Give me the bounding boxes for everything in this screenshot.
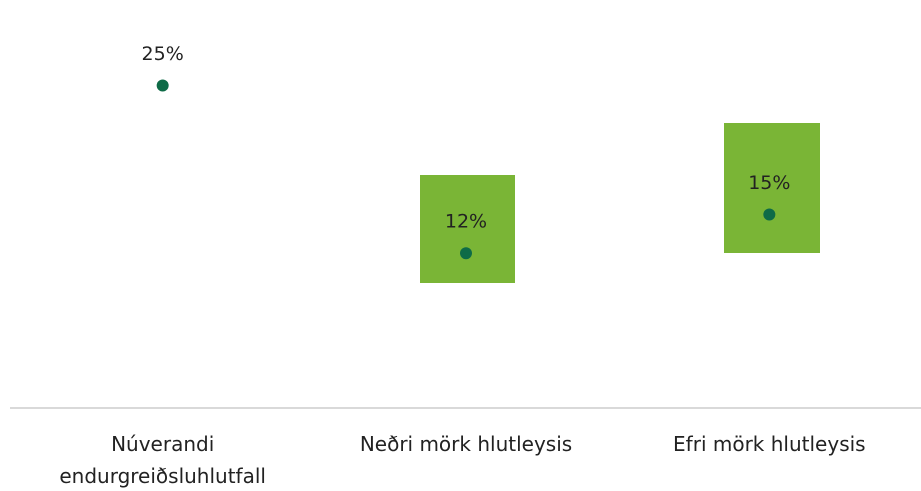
dot (763, 208, 776, 221)
value-label: 15% (748, 172, 790, 194)
highlight-box (420, 175, 515, 283)
highlight-box (724, 123, 820, 253)
x-tick-label: Núverandi endurgreiðsluhlutfall (59, 432, 266, 488)
x-tick-label: Efri mörk hlutleysis (673, 432, 866, 456)
dot (460, 247, 472, 260)
x-tick-label: Neðri mörk hlutleysis (359, 432, 573, 456)
dot (156, 79, 169, 92)
value-label: 25% (142, 43, 184, 65)
value-label: 12% (445, 211, 487, 233)
